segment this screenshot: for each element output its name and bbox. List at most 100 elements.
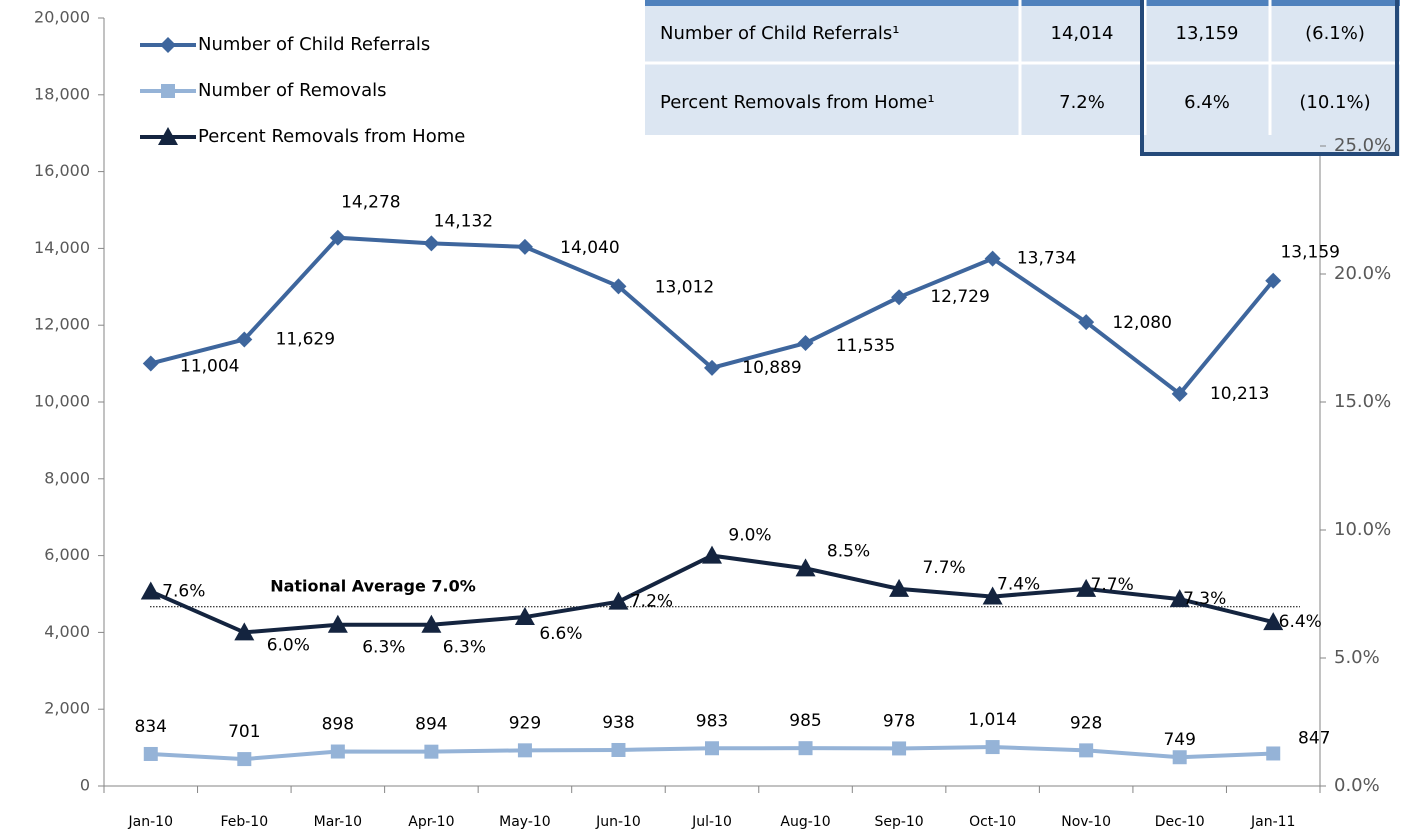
data-point [236, 331, 253, 348]
data-point [705, 741, 719, 756]
data-point [610, 278, 627, 295]
data-label: 9.0% [728, 526, 771, 546]
table-cell: 13,159 [1176, 23, 1239, 44]
table-cell: 6.4% [1184, 92, 1230, 113]
data-point [143, 746, 158, 761]
data-point [514, 607, 535, 626]
data-point [423, 235, 440, 252]
x-tick-label: Jun-10 [595, 814, 641, 830]
data-point [1076, 578, 1097, 597]
data-label: 8.5% [827, 541, 870, 561]
y2-tick-label: 10.0% [1334, 519, 1391, 540]
y-tick-label: 10,000 [34, 392, 90, 411]
summary-table: Number of Child Referrals¹ 14,014 13,159 (6… [645, 0, 1400, 160]
data-label: 13,012 [655, 277, 714, 297]
data-label: 11,629 [276, 329, 335, 349]
data-label: 834 [135, 717, 167, 737]
table-gap [645, 135, 1140, 160]
data-point [1171, 385, 1188, 402]
data-point [702, 545, 722, 564]
x-tick-label: Feb-10 [220, 814, 268, 830]
data-label: 749 [1163, 730, 1195, 750]
data-point [985, 740, 1000, 755]
data-label: 7.3% [1183, 589, 1226, 609]
data-label: 12,729 [930, 287, 989, 307]
data-point [1169, 589, 1190, 608]
table-header [645, 0, 1400, 6]
data-point [421, 614, 442, 633]
data-label: 12,080 [1112, 313, 1171, 333]
data-point [142, 355, 159, 372]
data-label: 978 [883, 711, 915, 731]
table-cell: 14,014 [1051, 23, 1114, 44]
national-average-label: National Average 7.0% [270, 576, 476, 595]
data-point [1079, 743, 1094, 758]
data-point [798, 741, 813, 756]
data-point [1172, 750, 1187, 765]
data-label: 938 [602, 713, 634, 733]
data-label: 7.4% [997, 575, 1040, 595]
table-cell: (6.1%) [1305, 23, 1365, 44]
data-point [516, 238, 533, 255]
data-label: 7.7% [922, 558, 965, 578]
y2-tick-label: 25.0% [1334, 135, 1391, 156]
y-tick-label: 0 [80, 776, 90, 795]
y-tick-label: 6,000 [44, 545, 90, 564]
data-point [982, 586, 1003, 605]
data-point [330, 744, 345, 759]
y2-tick-label: 5.0% [1334, 647, 1380, 668]
data-label: 7.6% [162, 581, 205, 601]
y-tick-label: 12,000 [34, 315, 90, 334]
data-label: 898 [322, 715, 354, 735]
y2-tick-label: 15.0% [1334, 391, 1391, 412]
data-label: 14,278 [341, 193, 400, 213]
table-body [645, 6, 1400, 156]
data-label: 929 [509, 713, 541, 733]
data-label: 928 [1070, 713, 1102, 733]
y-tick-label: 8,000 [44, 468, 90, 487]
data-label: 1,014 [968, 710, 1017, 730]
data-point [611, 742, 626, 757]
data-point [1263, 612, 1284, 631]
data-label: 11,535 [836, 336, 895, 356]
data-label: 6.6% [539, 624, 582, 644]
y2-tick-label: 20.0% [1334, 263, 1391, 284]
legend-marker [160, 37, 176, 53]
data-point [608, 591, 629, 610]
data-label: 10,213 [1210, 384, 1269, 404]
legend-marker [161, 84, 175, 98]
legend-label: Number of Removals [198, 80, 386, 101]
x-tick-label: Apr-10 [408, 814, 454, 830]
data-label: 985 [789, 711, 821, 731]
data-point [329, 229, 346, 246]
data-label: 11,004 [180, 356, 239, 376]
y-tick-label: 4,000 [44, 622, 90, 641]
data-point [704, 359, 720, 376]
x-tick-label: Jan-11 [1250, 814, 1295, 830]
data-label: 14,040 [560, 238, 619, 258]
data-point [234, 622, 255, 641]
x-tick-label: Mar-10 [314, 814, 362, 830]
legend-label: Percent Removals from Home [198, 126, 465, 147]
data-point [795, 558, 816, 577]
data-label: 14,132 [434, 211, 493, 231]
x-tick-label: Nov-10 [1061, 814, 1111, 830]
legend-marker [158, 127, 178, 145]
data-point [892, 741, 907, 756]
y2-tick-label: 0.0% [1334, 775, 1380, 796]
x-tick-label: Oct-10 [969, 814, 1016, 830]
x-tick-label: Jan-10 [128, 814, 173, 830]
data-label: 701 [228, 722, 260, 742]
data-point [891, 289, 908, 306]
y-tick-label: 2,000 [44, 699, 90, 718]
data-point [237, 752, 252, 767]
data-label: 7.2% [630, 592, 673, 612]
data-point [140, 581, 161, 600]
data-point [889, 578, 910, 597]
data-point [797, 335, 814, 352]
y-tick-label: 18,000 [34, 84, 90, 103]
data-label: 6.3% [362, 638, 405, 658]
data-label: 6.3% [443, 638, 486, 658]
y-tick-label: 16,000 [34, 161, 90, 180]
